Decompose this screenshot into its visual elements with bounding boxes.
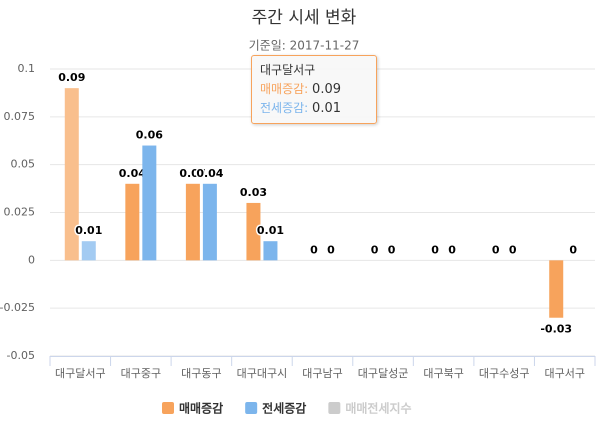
- bar: [202, 183, 217, 261]
- legend-item[interactable]: 매매전세지수: [328, 401, 412, 416]
- data-label: 0: [448, 243, 456, 256]
- x-tick-label: 대구수성구: [479, 367, 530, 380]
- chart-subtitle: 기준일: 2017-11-27: [249, 39, 360, 53]
- tooltip-series: 전세증감: [260, 101, 308, 115]
- data-label: 0: [327, 243, 335, 256]
- data-label: 0.04: [196, 167, 223, 180]
- tooltip-value: 0.01: [312, 101, 341, 116]
- legend-symbol: [328, 402, 341, 414]
- legend-symbol: [245, 402, 258, 414]
- data-label: -0.03: [540, 323, 572, 336]
- bar: [64, 88, 79, 261]
- y-tick-label: 0.1: [18, 62, 36, 75]
- x-tick-label: 대구달서구: [55, 367, 106, 380]
- y-tick-label: 0.025: [4, 206, 36, 219]
- bar: [263, 241, 278, 261]
- x-tick-label: 대구북구: [423, 367, 463, 380]
- data-label: 0: [431, 243, 439, 256]
- bar: [246, 202, 261, 261]
- tooltip-row: 매매증감 0.09: [260, 80, 368, 99]
- data-label: 0.04: [179, 167, 206, 180]
- bar: [81, 241, 96, 261]
- bar: [125, 183, 140, 261]
- tooltip-value: 0.09: [312, 82, 341, 97]
- data-label: 0.01: [75, 224, 102, 237]
- x-tick-label: 대구달성군: [358, 367, 409, 380]
- y-tick-label: -0.05: [7, 349, 35, 362]
- legend-label: 전세증감: [262, 401, 306, 416]
- x-tick-label: 대구동구: [181, 367, 221, 380]
- bar: [549, 260, 564, 318]
- legend-label: 매매전세지수: [345, 401, 411, 416]
- data-label: 0: [569, 243, 577, 256]
- tooltip-row: 전세증감 0.01: [260, 99, 368, 118]
- tooltip-category: 대구달서구: [260, 63, 316, 77]
- y-tick-label: 0.075: [4, 110, 36, 123]
- x-tick-label: 대구중구: [121, 367, 161, 380]
- x-tick-label: 대구서구: [544, 367, 584, 380]
- legend-symbol: [162, 402, 174, 414]
- data-label: 0: [509, 243, 517, 256]
- chart-title: 주간 시세 변화: [252, 8, 357, 28]
- tooltip-series: 매매증감: [260, 82, 308, 96]
- bar: [142, 145, 157, 261]
- data-label: 0.01: [257, 224, 284, 237]
- tooltip: 대구달서구 매매증감 0.09 전세증감 0.01: [251, 55, 377, 124]
- x-tick-label: 대구남구: [302, 367, 342, 380]
- data-label: 0: [371, 243, 379, 256]
- y-tick-label: 0.05: [11, 158, 36, 171]
- data-label: 0: [388, 243, 396, 256]
- bar: [185, 183, 200, 261]
- data-label: 0.03: [240, 186, 267, 199]
- y-tick-label: -0.025: [0, 301, 35, 314]
- data-label: 0: [310, 243, 318, 256]
- legend-label: 매매증감: [179, 401, 223, 416]
- legend-item[interactable]: 전세증감: [245, 401, 306, 416]
- data-label: 0: [492, 243, 500, 256]
- legend-item[interactable]: 매매증감: [162, 401, 223, 416]
- data-label: 0.09: [58, 71, 85, 84]
- x-tick-label: 대구대구시: [237, 367, 288, 380]
- data-label: 0.06: [136, 129, 163, 142]
- y-tick-label: 0: [28, 253, 35, 266]
- data-label: 0.04: [119, 167, 146, 180]
